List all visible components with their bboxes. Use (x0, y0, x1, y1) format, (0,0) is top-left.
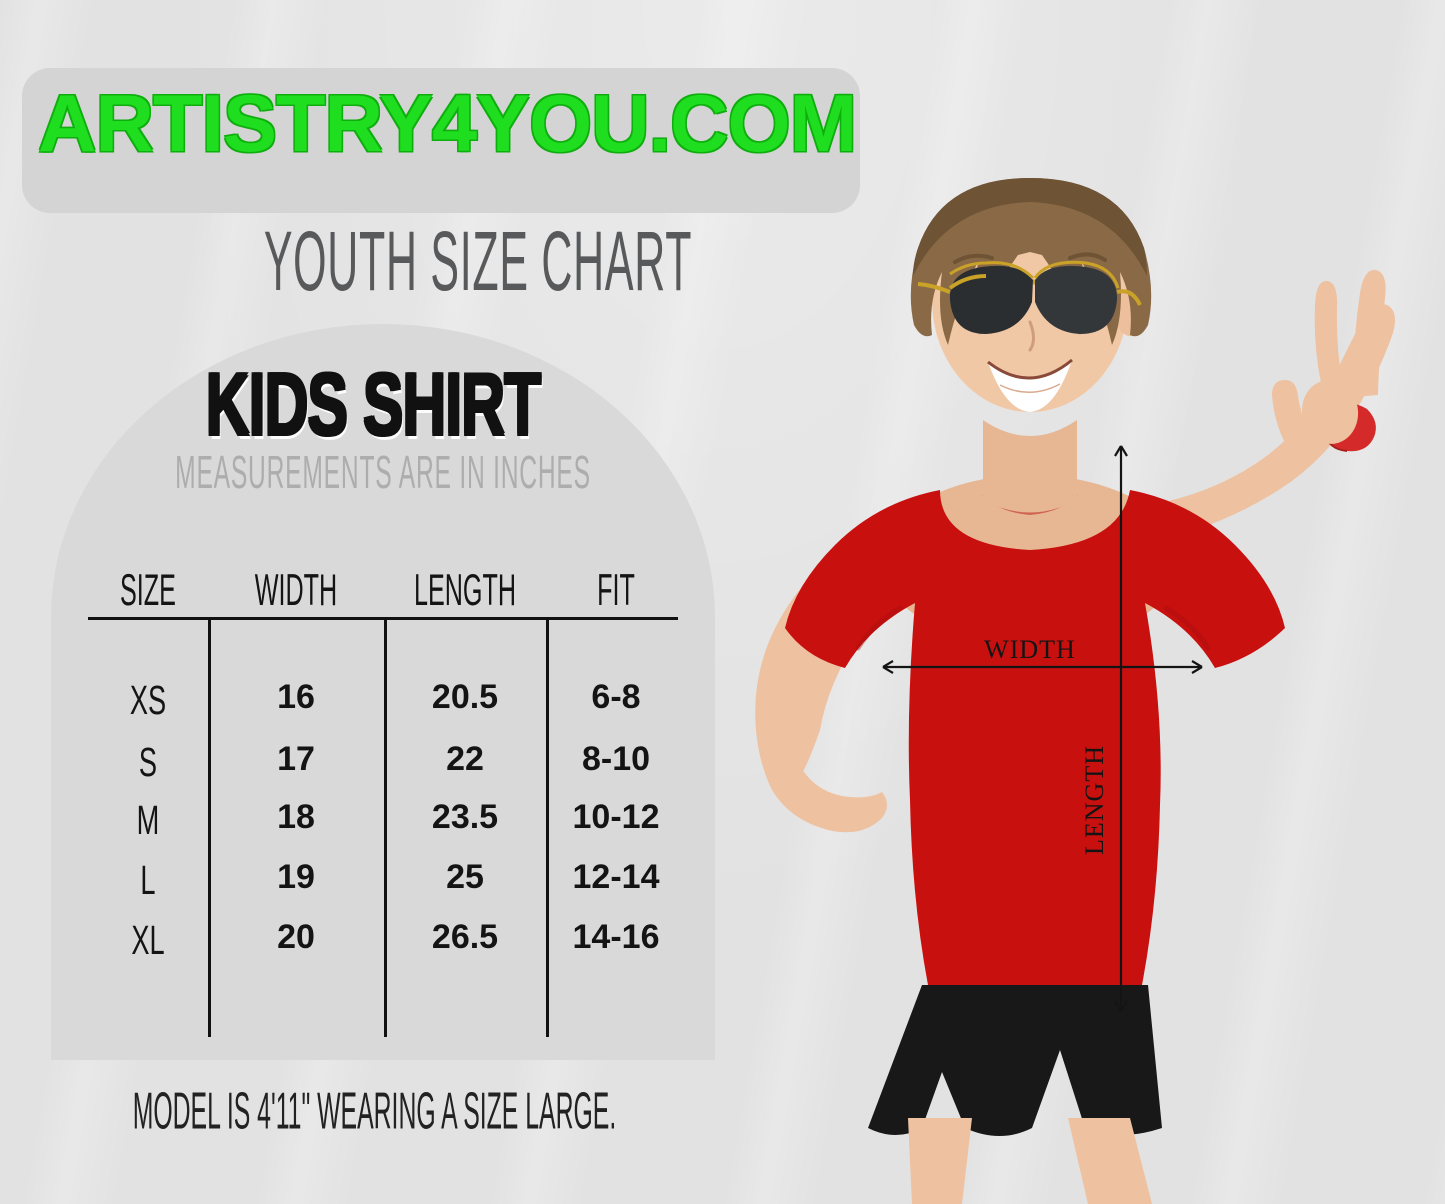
svg-text:LENGTH: LENGTH (1080, 745, 1109, 855)
svg-text:WIDTH: WIDTH (984, 635, 1076, 664)
